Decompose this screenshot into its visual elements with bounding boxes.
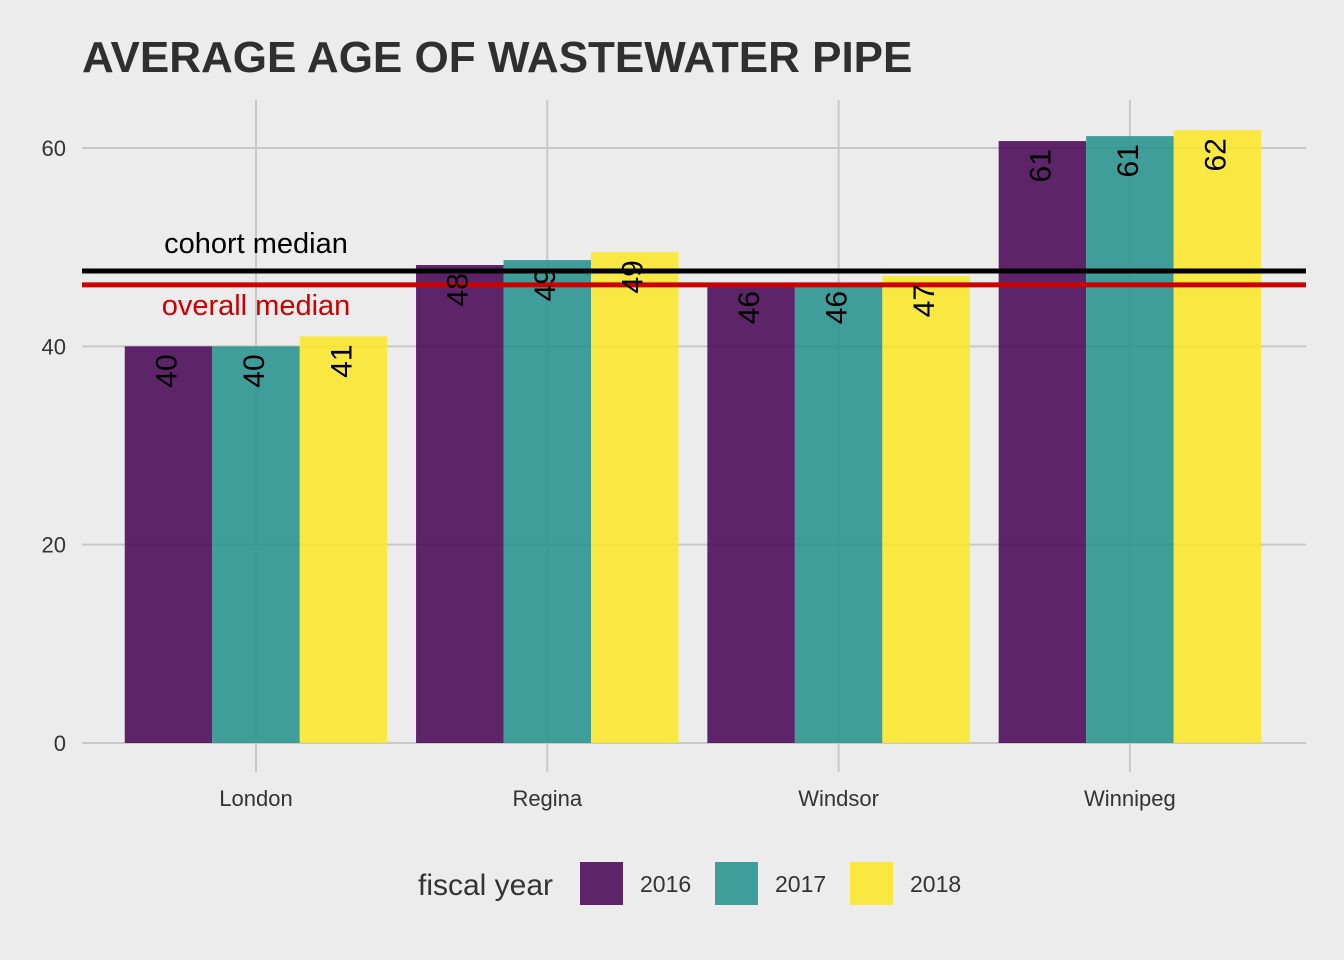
- x-tick-label: Windsor: [798, 786, 879, 811]
- bar-value-labels: 40 40 41 48 49 49 46 46 47 61 61 62: [150, 138, 1232, 388]
- bar: [998, 141, 1087, 743]
- legend-label: 2017: [775, 871, 826, 897]
- bar-value-label: 41: [325, 344, 358, 377]
- y-tick-label: 40: [42, 334, 66, 359]
- x-tick-label: Regina: [512, 786, 582, 811]
- legend-key: [850, 862, 893, 905]
- bar-value-label: 47: [908, 284, 941, 317]
- bar-value-label: 49: [529, 268, 562, 301]
- bar: [212, 346, 300, 743]
- y-tick-label: 60: [42, 136, 66, 161]
- x-tick-label: Winnipeg: [1084, 786, 1176, 811]
- axis-tick-labels: 0 20 40 60 London Regina Windsor Winnipeg: [42, 136, 1176, 811]
- bar-value-label: 46: [733, 291, 766, 324]
- legend: fiscal year 2016 2017 2018: [418, 862, 961, 905]
- y-tick-label: 0: [54, 731, 66, 756]
- legend-key: [715, 862, 758, 905]
- bar: [882, 275, 970, 743]
- bar: [503, 260, 592, 743]
- bar: [794, 282, 883, 743]
- legend-key: [580, 862, 623, 905]
- bar-value-label: 40: [238, 354, 271, 387]
- bar: [1173, 130, 1262, 743]
- y-tick-label: 20: [42, 533, 66, 558]
- bar-value-label: 49: [617, 260, 650, 293]
- bar-value-label: 62: [1199, 138, 1232, 171]
- bar-value-label: 40: [150, 354, 183, 387]
- bar: [1086, 136, 1174, 744]
- bar: [124, 346, 213, 743]
- reference-lines: cohort median overall median: [82, 228, 1306, 322]
- bar: [416, 265, 504, 743]
- legend-label: 2018: [910, 871, 961, 897]
- reference-line-label: cohort median: [164, 228, 348, 260]
- bar-value-label: 61: [1024, 149, 1057, 182]
- chart-title: AVERAGE AGE OF WASTEWATER PIPE: [82, 33, 912, 82]
- x-tick-label: London: [219, 786, 292, 811]
- bar-value-label: 46: [821, 291, 854, 324]
- reference-line-label: overall median: [162, 290, 351, 322]
- bar-value-label: 61: [1112, 144, 1145, 177]
- bar: [299, 336, 388, 743]
- legend-title: fiscal year: [418, 869, 553, 902]
- bars: [124, 130, 1262, 744]
- legend-label: 2016: [640, 871, 691, 897]
- bar-value-label: 48: [442, 273, 475, 306]
- bar: [591, 252, 679, 743]
- bar: [707, 282, 795, 743]
